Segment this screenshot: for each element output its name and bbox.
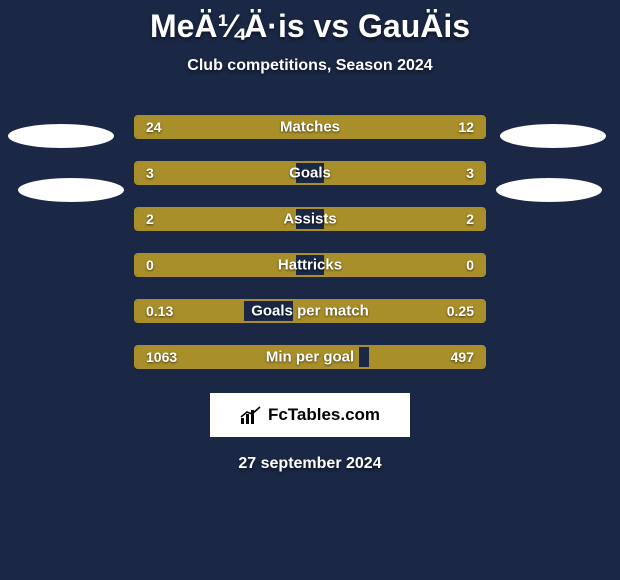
stats-list: 2412Matches33Goals22Assists00Hattricks0.…: [0, 115, 620, 369]
bar-right: [324, 255, 484, 275]
date-label: 27 september 2024: [0, 455, 620, 473]
stat-row: 33Goals: [134, 161, 486, 185]
value-right: 3: [466, 165, 474, 181]
bar-left: [136, 209, 296, 229]
value-left: 2: [146, 211, 154, 227]
team-logo-placeholder: [500, 124, 606, 148]
value-left: 0.13: [146, 303, 173, 319]
stat-row: 0.130.25Goals per match: [134, 299, 486, 323]
page-title: MeÄ¼Ä·is vs GauÄis: [0, 8, 620, 45]
value-left: 3: [146, 165, 154, 181]
chart-icon: [240, 406, 262, 424]
badge-text: FcTables.com: [268, 405, 380, 425]
stat-row: 00Hattricks: [134, 253, 486, 277]
bar-left: [136, 163, 296, 183]
team-logo-placeholder: [8, 124, 114, 148]
value-right: 0.25: [447, 303, 474, 319]
value-right: 12: [458, 119, 474, 135]
bar-right: [324, 209, 484, 229]
bar-left: [136, 255, 296, 275]
stat-row: 22Assists: [134, 207, 486, 231]
stat-row: 2412Matches: [134, 115, 486, 139]
comparison-card: MeÄ¼Ä·is vs GauÄis Club competitions, Se…: [0, 0, 620, 473]
bar-right: [324, 163, 484, 183]
team-logo-placeholder: [18, 178, 124, 202]
value-left: 0: [146, 257, 154, 273]
stat-row: 1063497Min per goal: [134, 345, 486, 369]
bar-left: [136, 117, 359, 137]
team-logo-placeholder: [496, 178, 602, 202]
value-right: 2: [466, 211, 474, 227]
subtitle: Club competitions, Season 2024: [0, 57, 620, 75]
value-left: 1063: [146, 349, 177, 365]
value-right: 0: [466, 257, 474, 273]
source-badge: FcTables.com: [210, 393, 410, 437]
value-right: 497: [451, 349, 474, 365]
value-left: 24: [146, 119, 162, 135]
